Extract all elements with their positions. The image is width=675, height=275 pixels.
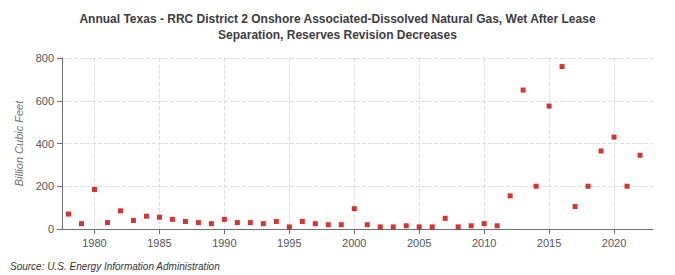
svg-text:Billion Cubic Feet: Billion Cubic Feet [13,100,25,187]
svg-text:200: 200 [36,180,54,192]
svg-text:Annual Texas - RRC District 2: Annual Texas - RRC District 2 Onshore As… [79,12,595,26]
svg-text:2010: 2010 [472,237,496,249]
svg-text:800: 800 [36,52,54,64]
svg-text:1985: 1985 [147,237,171,249]
svg-text:Separation, Reserves Revision: Separation, Reserves Revision Decreases [218,28,457,42]
svg-text:2000: 2000 [342,237,366,249]
svg-text:600: 600 [36,95,54,107]
svg-text:1990: 1990 [212,237,236,249]
svg-text:0: 0 [48,223,54,235]
svg-text:1980: 1980 [82,237,106,249]
svg-text:1995: 1995 [277,237,301,249]
svg-text:2020: 2020 [602,237,626,249]
svg-text:Source: U.S. Energy Informatio: Source: U.S. Energy Information Administ… [10,261,220,272]
svg-text:2005: 2005 [407,237,431,249]
svg-text:400: 400 [36,138,54,150]
svg-text:2015: 2015 [537,237,561,249]
